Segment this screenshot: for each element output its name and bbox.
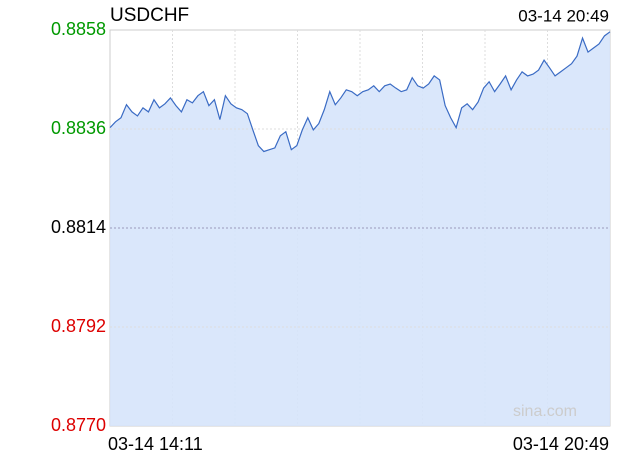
y-tick-label: 0.8814 [51,217,106,237]
watermark: sina.com [513,403,577,420]
y-tick-label: 0.8792 [51,316,106,336]
price-line [109,31,611,153]
x-end-label: 03-14 20:49 [513,434,609,454]
chart-title: USDCHF [110,5,189,26]
y-tick-label: 0.8858 [51,19,106,39]
y-tick-label: 0.8836 [51,118,106,138]
y-tick-label: 0.8770 [51,415,106,435]
x-start-label: 03-14 14:11 [108,434,203,454]
timestamp: 03-14 20:49 [518,6,609,25]
